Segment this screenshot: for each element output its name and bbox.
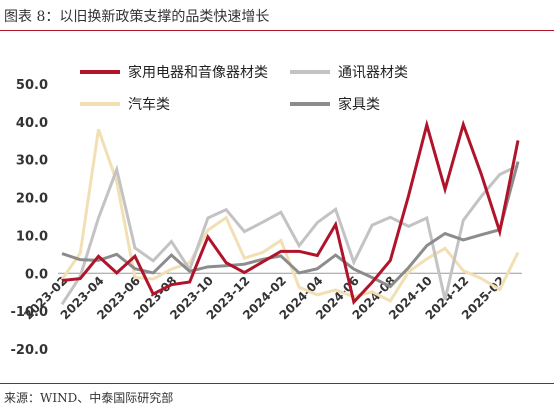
top-rule bbox=[0, 30, 554, 31]
y-tick-label: 20.0 bbox=[16, 192, 48, 207]
series-line bbox=[60, 164, 519, 306]
legend-label: 汽车类 bbox=[128, 96, 170, 113]
legend-label: 家具类 bbox=[338, 96, 380, 113]
source-note: 来源：WIND、中泰国际研究部 bbox=[4, 391, 174, 405]
y-axis: 50.0 40.0 30.0 20.0 10.0 0.0 -10.0 -20.0 bbox=[11, 78, 48, 358]
legend-label: 家用电器和音像器材类 bbox=[128, 64, 268, 81]
y-tick-label: 30.0 bbox=[16, 154, 48, 169]
series-line bbox=[61, 161, 520, 289]
series-lines bbox=[60, 119, 520, 306]
legend-label: 通讯器材类 bbox=[338, 65, 408, 81]
chart-title: 图表 8：以旧换新政策支撑的品类快速增长 bbox=[4, 9, 270, 25]
y-tick-label: -20.0 bbox=[11, 343, 48, 358]
y-tick-label: 40.0 bbox=[16, 116, 48, 131]
x-axis: 2023-022023-042023-062023-082023-102023-… bbox=[21, 274, 508, 323]
y-tick-label: -10.0 bbox=[11, 305, 48, 320]
series-line bbox=[61, 119, 520, 306]
y-tick-label: 50.0 bbox=[16, 78, 48, 93]
y-tick-label: 10.0 bbox=[16, 229, 48, 244]
bottom-rule bbox=[0, 383, 554, 384]
y-tick-label: 0.0 bbox=[25, 267, 48, 282]
